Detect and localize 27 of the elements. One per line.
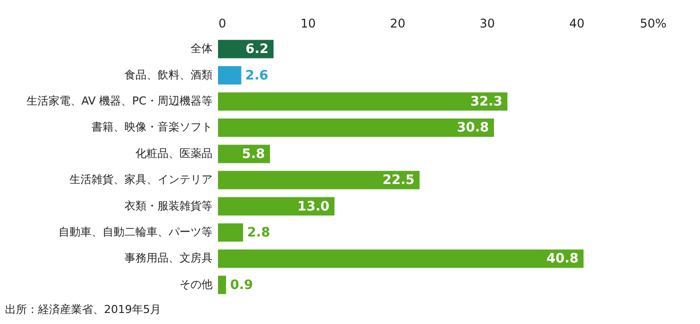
x-tick-label: 20	[390, 16, 406, 30]
y-tick-label: 生活雑貨、家具、インテリア	[70, 173, 212, 186]
y-tick-label: 化粧品、医薬品	[136, 146, 212, 160]
y-tick-label: 自動車、自動二輪車、パーツ等	[58, 226, 212, 238]
y-tick-label: 食品、飲料、酒類	[124, 68, 212, 82]
data-label: 32.3	[470, 94, 502, 110]
data-label: 2.6	[245, 68, 268, 84]
data-label: 2.8	[247, 226, 270, 240]
x-tick-label: 10	[300, 16, 316, 30]
data-label: 5.8	[242, 146, 265, 162]
y-tick-label: 衣類・服装雑貨等	[124, 199, 212, 212]
x-tick-label: 30	[480, 16, 495, 30]
data-label: 40.8	[546, 252, 579, 267]
data-label: 13.0	[297, 199, 330, 214]
data-label: 6.2	[246, 42, 269, 58]
x-tick-label: 50%	[640, 16, 666, 30]
y-tick-label: 事務用品、文房具	[124, 252, 212, 265]
y-tick-label: 書籍、映像・音楽ソフト	[92, 120, 212, 134]
data-label: 22.5	[382, 173, 415, 188]
x-tick-label: 40	[569, 16, 585, 30]
text: 出所：経済産業省、2019年5月	[5, 303, 161, 316]
y-tick-label: その他	[180, 278, 212, 291]
y-tick-label: 全体	[190, 42, 212, 56]
x-tick-label: 0	[218, 16, 226, 30]
data-label: 30.8	[456, 120, 489, 136]
data-label: 0.9	[230, 278, 254, 293]
y-tick-label: 生活家電、AV 機器、PC・周辺機器等	[26, 94, 212, 108]
